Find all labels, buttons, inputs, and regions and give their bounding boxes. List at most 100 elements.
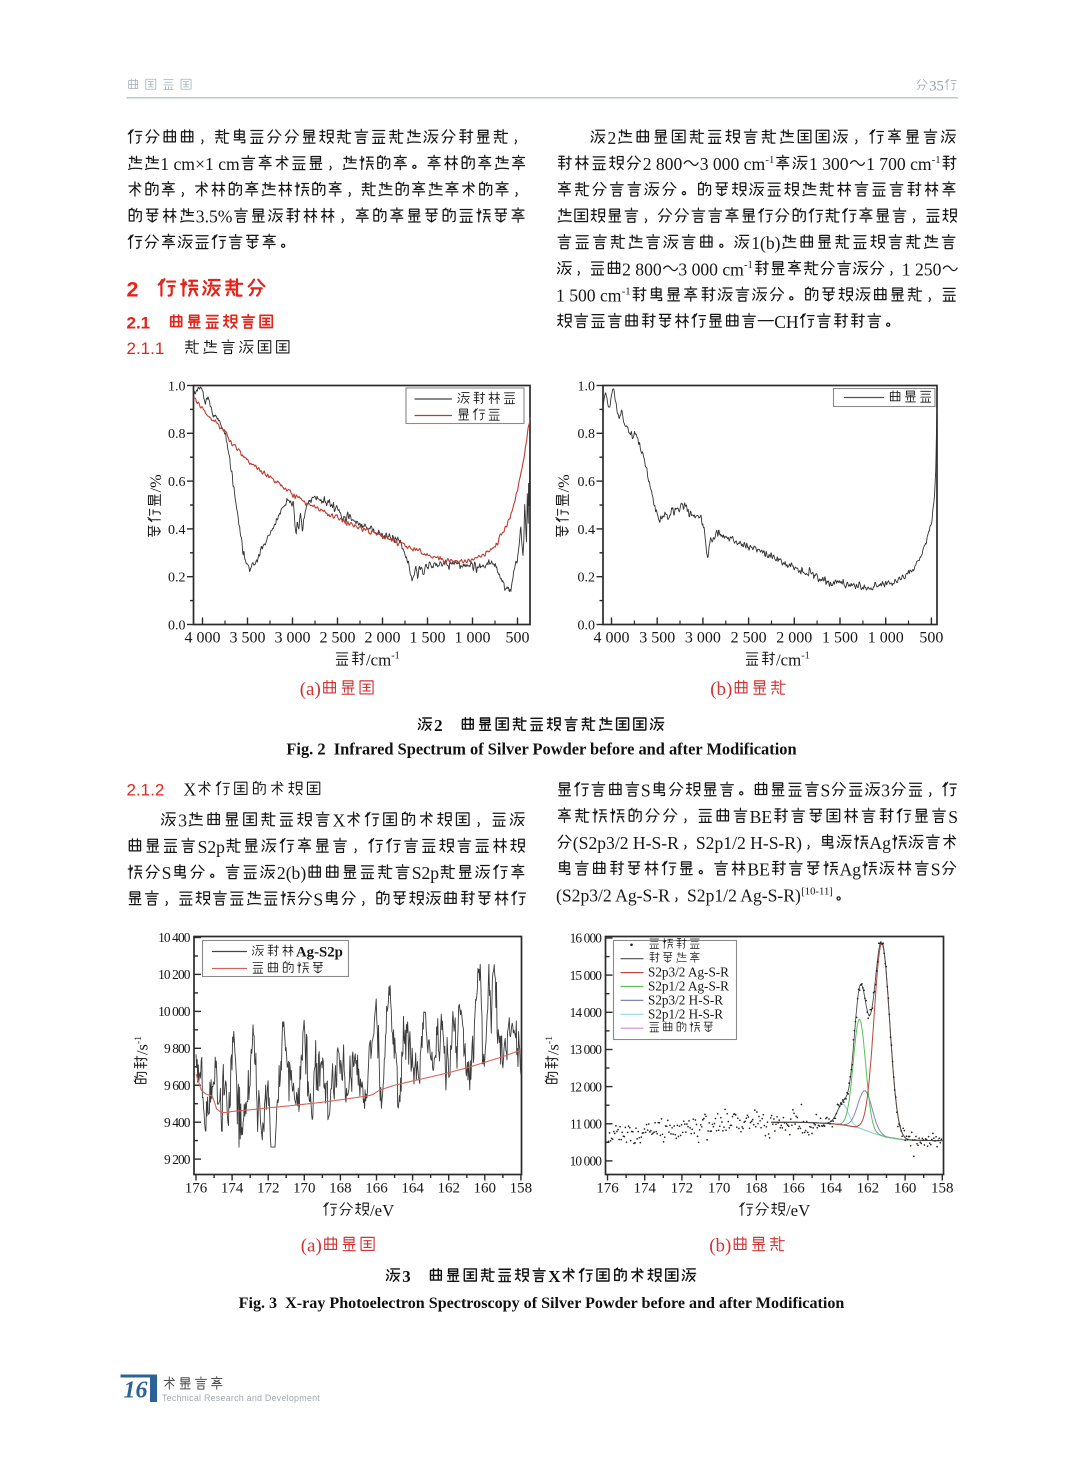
svg-text:35: 35 — [929, 79, 944, 95]
svg-text:10 200: 10 200 — [158, 967, 191, 982]
svg-text:-1: -1 — [744, 259, 753, 271]
svg-text:1 000: 1 000 — [455, 630, 491, 647]
svg-text:9 400: 9 400 — [164, 1115, 191, 1130]
svg-text:9 200: 9 200 — [164, 1152, 191, 1167]
svg-text:176: 176 — [185, 1181, 208, 1197]
svg-text:X: X — [548, 1267, 560, 1286]
svg-text:162: 162 — [437, 1181, 460, 1197]
svg-text:0.8: 0.8 — [578, 427, 596, 442]
svg-text:0.8: 0.8 — [168, 427, 186, 442]
svg-text:9 800: 9 800 — [164, 1041, 191, 1056]
svg-text:4 000: 4 000 — [594, 630, 630, 647]
svg-text:S: S — [821, 781, 831, 801]
svg-text:11 000: 11 000 — [570, 1117, 602, 1132]
svg-text:3 000: 3 000 — [275, 630, 311, 647]
svg-text:158: 158 — [931, 1181, 954, 1197]
svg-text:3 500: 3 500 — [230, 630, 266, 647]
svg-text:/%: /% — [554, 474, 573, 492]
svg-text:S: S — [162, 863, 172, 883]
svg-text:172: 172 — [671, 1181, 694, 1197]
svg-text:166: 166 — [782, 1181, 805, 1197]
svg-text:2 800: 2 800 — [622, 259, 662, 279]
svg-text:1 500 cm: 1 500 cm — [556, 286, 622, 306]
svg-text:Ag: Ag — [869, 833, 891, 853]
svg-text:3 000: 3 000 — [685, 630, 721, 647]
svg-text:3.5%: 3.5% — [196, 207, 233, 227]
svg-text:10 000: 10 000 — [570, 1154, 603, 1169]
svg-text:14 000: 14 000 — [570, 1005, 603, 1020]
svg-text:10 400: 10 400 — [158, 930, 191, 945]
svg-text:1 000: 1 000 — [868, 630, 904, 647]
svg-text:-1: -1 — [391, 651, 400, 662]
svg-text:0.4: 0.4 — [578, 523, 596, 538]
svg-text:170: 170 — [708, 1181, 731, 1197]
svg-text:Technical Research and Develop: Technical Research and Development — [162, 1393, 320, 1403]
svg-text:0.6: 0.6 — [578, 475, 596, 490]
svg-text:162: 162 — [857, 1181, 880, 1197]
svg-text:10 000: 10 000 — [158, 1004, 191, 1019]
svg-text:S2p1/2 H-S-R): S2p1/2 H-S-R) — [696, 833, 802, 853]
svg-text:BE: BE — [747, 859, 769, 879]
svg-text:3: 3 — [402, 1267, 410, 1286]
svg-text:X: X — [333, 811, 346, 831]
svg-text:160: 160 — [894, 1181, 917, 1197]
svg-text:S2p3/2 Ag-S-R: S2p3/2 Ag-S-R — [648, 965, 729, 980]
svg-text:-1: -1 — [932, 154, 941, 166]
svg-text:X: X — [184, 780, 197, 800]
svg-text:2 000: 2 000 — [776, 630, 812, 647]
svg-text:3 000 cm: 3 000 cm — [700, 154, 766, 174]
svg-text:Fig. 2 Infrared Spectrum of S: Fig. 2 Infrared Spectrum of Silver Powde… — [286, 740, 796, 759]
svg-text:/s: /s — [133, 1044, 152, 1055]
svg-text:2(b): 2(b) — [277, 863, 306, 883]
svg-text:2.1.2: 2.1.2 — [127, 781, 165, 800]
svg-text:12 000: 12 000 — [570, 1079, 603, 1094]
svg-text:3 000 cm: 3 000 cm — [678, 259, 744, 279]
svg-text:1 cm: 1 cm — [160, 154, 195, 174]
svg-text:2: 2 — [127, 278, 139, 302]
svg-text:2 800: 2 800 — [643, 154, 683, 174]
svg-text:13 000: 13 000 — [570, 1042, 603, 1057]
svg-text:×: × — [195, 154, 205, 174]
svg-text:174: 174 — [633, 1181, 656, 1197]
svg-text:/cm: /cm — [776, 651, 801, 670]
svg-text:/eV: /eV — [370, 1201, 394, 1220]
svg-text:166: 166 — [365, 1181, 388, 1197]
svg-text:1 cm: 1 cm — [205, 154, 240, 174]
svg-text:1 300: 1 300 — [809, 154, 849, 174]
svg-text:S: S — [641, 781, 651, 801]
svg-text:-1: -1 — [133, 1036, 144, 1044]
svg-text:160: 160 — [474, 1181, 497, 1197]
svg-text:2: 2 — [608, 128, 617, 148]
svg-text:S2p: S2p — [412, 863, 440, 883]
svg-text:(S2p3/2 H-S-R: (S2p3/2 H-S-R — [573, 833, 679, 853]
svg-text:/%: /% — [146, 474, 165, 492]
svg-text:S: S — [313, 889, 323, 909]
svg-text:/cm: /cm — [366, 651, 391, 670]
svg-text:174: 174 — [221, 1181, 244, 1197]
svg-text:1 700 cm: 1 700 cm — [866, 154, 932, 174]
svg-text:0.2: 0.2 — [168, 571, 186, 586]
svg-text:1(b): 1(b) — [751, 233, 780, 253]
svg-text:0.0: 0.0 — [578, 618, 596, 633]
svg-text:/s: /s — [544, 1044, 563, 1055]
svg-text:168: 168 — [329, 1181, 352, 1197]
svg-text:15 000: 15 000 — [570, 968, 603, 983]
svg-text:0.4: 0.4 — [168, 523, 186, 538]
svg-text:172: 172 — [257, 1181, 280, 1197]
svg-text:500: 500 — [919, 630, 943, 647]
svg-text:-1: -1 — [622, 285, 631, 297]
svg-text:S: S — [948, 807, 958, 827]
svg-text:16: 16 — [124, 1378, 148, 1404]
svg-text:(S2p3/2 Ag-S-R: (S2p3/2 Ag-S-R — [556, 886, 670, 906]
svg-text:BE: BE — [750, 807, 772, 827]
svg-text:168: 168 — [745, 1181, 768, 1197]
svg-text:2: 2 — [434, 716, 442, 735]
svg-text:16 000: 16 000 — [570, 931, 603, 946]
svg-text:1 500: 1 500 — [410, 630, 446, 647]
svg-text:2 500: 2 500 — [320, 630, 356, 647]
svg-text:S2p1/2 Ag-S-R: S2p1/2 Ag-S-R — [648, 979, 729, 994]
svg-text:1.0: 1.0 — [578, 379, 596, 394]
svg-text:1 250: 1 250 — [902, 259, 942, 279]
svg-text:Ag: Ag — [840, 859, 862, 879]
svg-text:1.0: 1.0 — [168, 379, 186, 394]
